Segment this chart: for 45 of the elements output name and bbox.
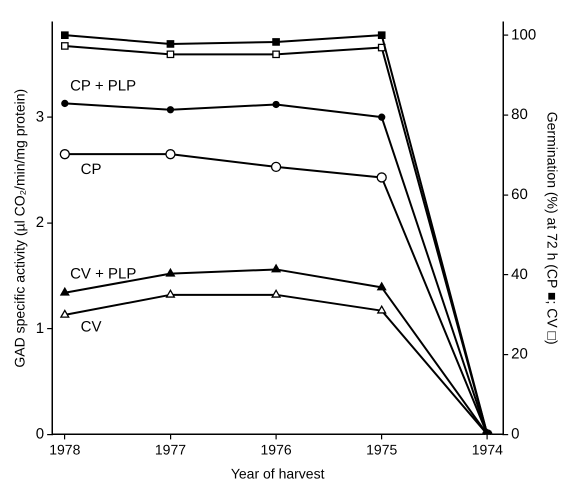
point — [60, 288, 70, 296]
point — [165, 149, 176, 160]
point — [272, 50, 280, 58]
x-tick-label: 1976 — [260, 442, 292, 458]
point — [378, 31, 386, 40]
point — [166, 106, 174, 114]
y-tick-label: 2 — [36, 214, 44, 232]
point — [272, 100, 280, 108]
point — [60, 42, 69, 50]
y2-tick-label: 80 — [511, 106, 528, 124]
y-axis-title: GAD specific activity (µl CO₂/min/mg protein) — [11, 88, 28, 368]
point — [270, 162, 282, 172]
y2-tick-label: 100 — [511, 26, 536, 44]
y-tick-label: 0 — [36, 426, 44, 443]
y2-tick-label: 0 — [511, 426, 520, 443]
point — [60, 31, 69, 40]
y2-tick-label: 20 — [511, 346, 528, 363]
point — [378, 114, 386, 121]
point — [272, 290, 281, 298]
series-label: CP + PLP — [70, 77, 136, 94]
y2-tick-label: 60 — [511, 186, 528, 204]
point — [376, 172, 387, 183]
point — [272, 38, 280, 46]
point — [272, 264, 281, 272]
point — [166, 290, 175, 298]
point — [60, 149, 70, 160]
point — [377, 282, 386, 290]
series-label: CV — [80, 318, 102, 336]
point — [166, 50, 174, 58]
series-label: CP — [80, 160, 102, 178]
x-axis-title: Year of harvest — [230, 465, 325, 482]
x-tick-label: 1977 — [154, 442, 186, 458]
point — [61, 100, 68, 108]
y-tick-label: 3 — [36, 108, 44, 126]
point — [166, 268, 175, 277]
series-label: CV + PLP — [70, 265, 136, 282]
y2-tick-label: 40 — [511, 266, 528, 283]
x-tick-label: 1975 — [366, 442, 398, 458]
x-tick-label: 1974 — [472, 442, 504, 458]
point — [377, 306, 386, 314]
point — [166, 40, 174, 48]
y-tick-label: 1 — [36, 320, 44, 337]
x-tick-label: 1978 — [49, 442, 81, 458]
point — [60, 310, 70, 318]
y2-axis-title: Germination (%) at 72 h (CP ■; CV □) — [544, 112, 561, 345]
